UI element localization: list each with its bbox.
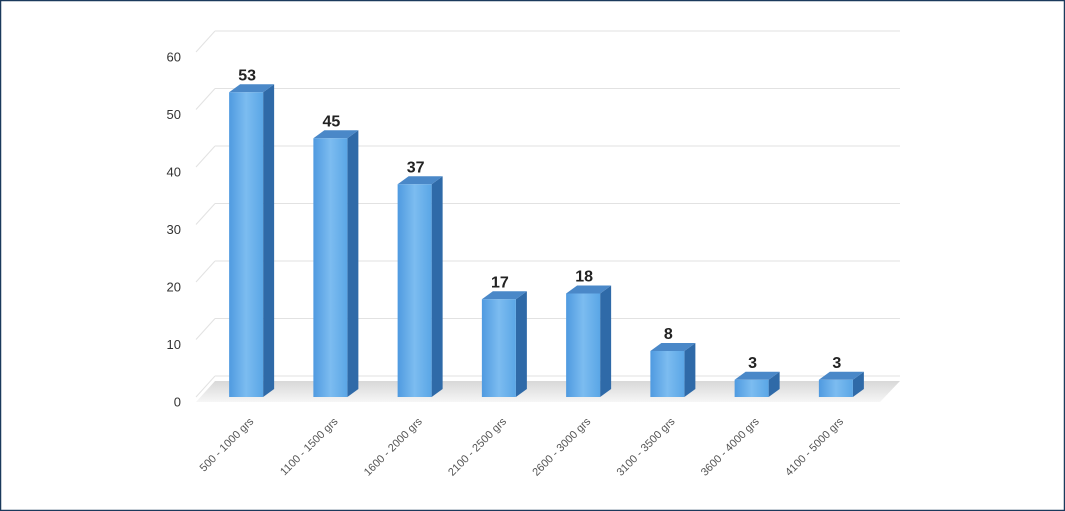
x-tick-label: 500 - 1000 grs [198, 415, 257, 474]
bar-top [229, 84, 275, 93]
y-tick-label: 20 [167, 279, 181, 294]
y-tick-label: 10 [167, 337, 181, 352]
bar-top [650, 343, 696, 351]
data-label: 8 [664, 326, 673, 343]
bar-front [566, 293, 601, 397]
bar-front [397, 184, 432, 397]
bar [397, 176, 443, 397]
bar-side [600, 285, 612, 397]
y-tick-label: 40 [167, 164, 181, 179]
bar-front [313, 138, 348, 397]
bar [481, 291, 527, 397]
bar-side [684, 343, 696, 397]
bar-side [347, 130, 359, 397]
bar-top [313, 130, 359, 139]
x-tick-label: 1600 - 2000 grs [362, 415, 425, 478]
x-tick-label: 4100 - 5000 grs [783, 415, 846, 478]
grid-line [195, 30, 216, 53]
x-tick-label: 1100 - 1500 grs [278, 415, 341, 478]
grid-line [195, 318, 216, 340]
grid-line [195, 145, 216, 168]
bar [566, 285, 612, 397]
bar-top [481, 291, 527, 300]
x-tick-label: 3600 - 4000 grs [699, 415, 762, 478]
bar-front [481, 299, 516, 397]
x-tick-label: 2600 - 3000 grs [530, 415, 593, 478]
bar-top [397, 176, 443, 185]
grid-line [195, 203, 216, 225]
x-tick-label: 2100 - 2500 grs [446, 415, 509, 478]
data-label: 18 [575, 269, 593, 286]
bar [650, 343, 696, 397]
bar [313, 130, 359, 397]
x-tick-label: 3100 - 3500 grs [615, 415, 678, 478]
data-label: 3 [748, 355, 757, 372]
grid-line [195, 88, 216, 110]
bar-side [515, 291, 527, 397]
y-tick-label: 60 [167, 49, 181, 64]
data-label: 3 [832, 355, 841, 372]
floor [196, 381, 900, 402]
data-label: 53 [238, 67, 256, 84]
bar-side [263, 84, 275, 397]
data-label: 37 [407, 159, 425, 176]
grid-line [195, 375, 216, 398]
bar-side [431, 176, 443, 397]
bar-front [734, 379, 769, 397]
bar-top [734, 371, 780, 380]
data-label: 45 [322, 113, 340, 130]
y-tick-label: 50 [167, 107, 181, 122]
y-tick-label: 30 [167, 222, 181, 237]
data-label: 17 [491, 274, 509, 291]
bar [229, 84, 275, 397]
bar-side [852, 371, 864, 397]
bar-side [768, 371, 780, 397]
bar-front [818, 379, 853, 397]
bar [818, 371, 864, 397]
grid-line [195, 260, 216, 283]
bar-top [566, 285, 612, 294]
bar-front [229, 92, 264, 397]
y-tick-label: 0 [174, 394, 181, 409]
bar-front [650, 351, 685, 397]
bar [734, 371, 780, 397]
bar-top [818, 371, 864, 380]
